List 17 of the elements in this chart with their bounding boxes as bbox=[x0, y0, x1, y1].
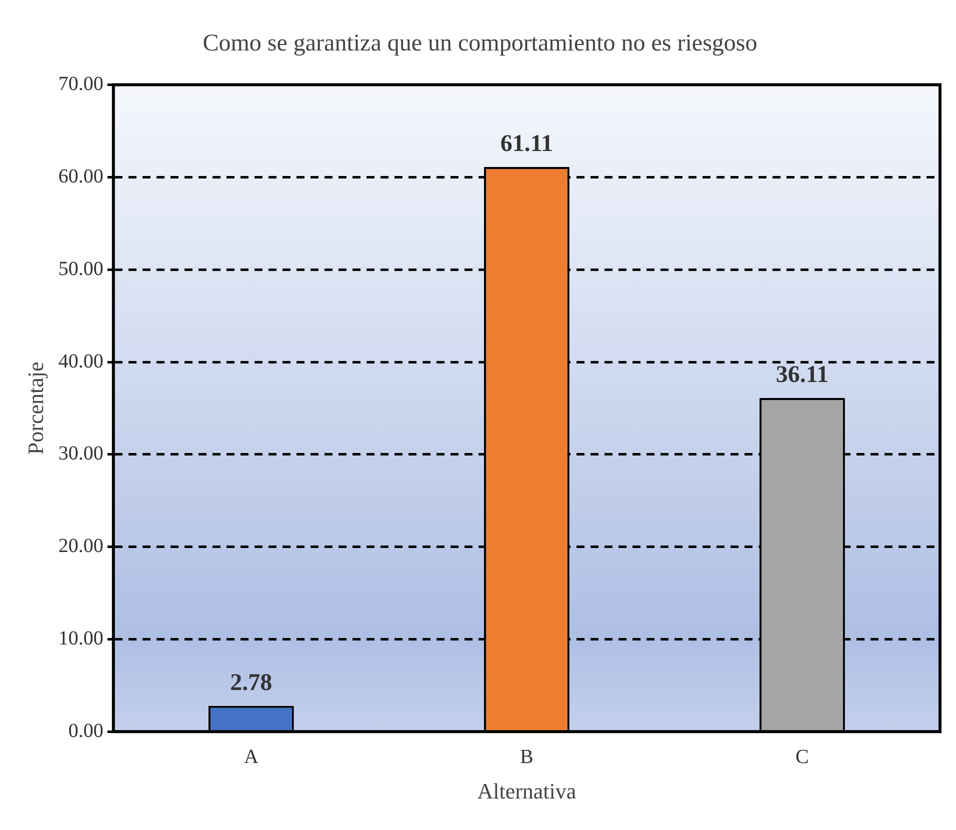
y-tick-label: 60.00 bbox=[58, 165, 104, 188]
x-axis-title: Alternativa bbox=[477, 778, 576, 804]
y-tick-label: 20.00 bbox=[58, 535, 104, 558]
data-label: 36.11 bbox=[776, 362, 829, 388]
chart-title: Como se garantiza que un comportamiento no es riesgoso bbox=[202, 30, 758, 57]
y-tick-label: 30.00 bbox=[58, 442, 104, 465]
y-axis-title: Porcentaje bbox=[22, 362, 48, 455]
y-tick-label: 10.00 bbox=[58, 627, 104, 650]
data-label: 2.78 bbox=[230, 670, 272, 696]
x-tick-label: B bbox=[520, 746, 534, 768]
y-tick-label: 40.00 bbox=[58, 350, 104, 372]
y-tick-label: 50.00 bbox=[58, 258, 104, 280]
x-tick-label: A bbox=[244, 746, 259, 768]
y-tick-label: 70.00 bbox=[58, 73, 104, 96]
y-tick-label: 0.00 bbox=[68, 720, 104, 742]
x-tick-label: C bbox=[796, 746, 809, 768]
data-label: 61.11 bbox=[500, 131, 554, 158]
